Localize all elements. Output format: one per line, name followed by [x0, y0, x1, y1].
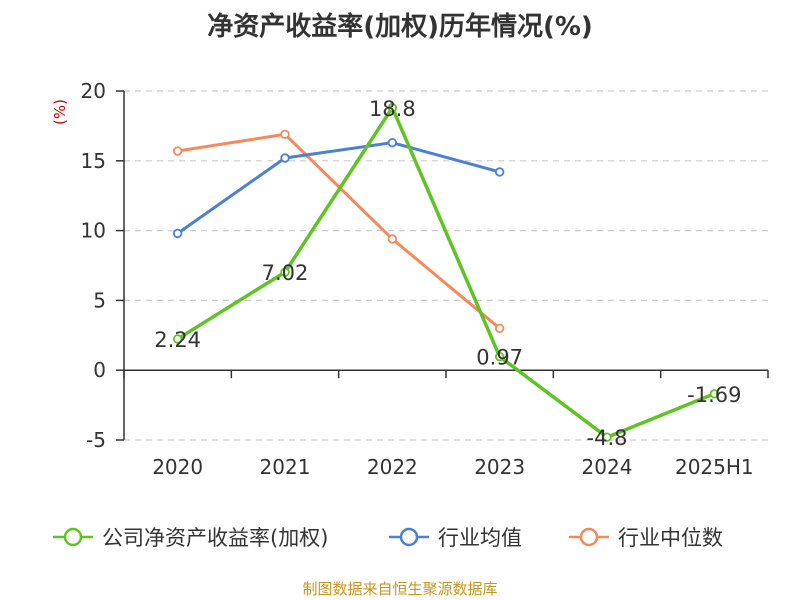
y-tick-label: -5	[86, 428, 106, 452]
data-point	[602, 432, 612, 442]
data-point	[494, 167, 505, 177]
data-point	[494, 351, 505, 362]
line-circle-icon	[569, 527, 609, 547]
data-point	[172, 228, 183, 239]
line-circle-icon	[389, 527, 429, 547]
data-point	[172, 334, 183, 344]
x-tick-label: 2024	[582, 455, 633, 479]
series-lines	[172, 103, 720, 442]
data-point	[280, 267, 290, 277]
chart-title: 净资产收益率(加权)历年情况(%)	[207, 12, 593, 42]
line-circle-icon	[53, 527, 93, 547]
data-point	[709, 389, 720, 399]
y-tick-label: 10	[81, 219, 106, 243]
legend-item-industry-median[interactable]: 行业中位数	[568, 522, 723, 552]
x-tick-label: 2025H1	[675, 455, 754, 479]
legend-item-industry-mean[interactable]: 行业均值	[388, 522, 522, 552]
series-line-0	[176, 106, 715, 439]
legend-item-company-roe[interactable]: 公司净资产收益率(加权)	[52, 522, 328, 552]
legend-label: 公司净资产收益率(加权)	[102, 526, 329, 550]
source-note: 制图数据来自恒生聚源数据库	[302, 580, 498, 598]
series-line-1	[176, 141, 501, 235]
y-tick-label: 20	[81, 79, 106, 103]
data-label: 7.02	[262, 261, 309, 285]
series-line-2	[177, 132, 501, 330]
data-label: 2.24	[154, 328, 201, 352]
data-point	[387, 137, 398, 148]
x-tick-label: 2023	[474, 455, 525, 479]
data-point	[494, 323, 505, 334]
x-tick-label: 2022	[367, 455, 418, 479]
data-point	[280, 153, 290, 163]
legend-label: 行业中位数	[618, 526, 723, 550]
data-label: -4.8	[587, 426, 628, 450]
legend: 公司净资产收益率(加权) 行业均值 行业中位数	[0, 522, 800, 552]
y-tick-label: 0	[93, 358, 106, 382]
y-tick-label: 15	[81, 149, 106, 173]
legend-label: 行业均值	[438, 526, 522, 550]
x-tick-label: 2021	[260, 455, 311, 479]
data-label: -1.69	[687, 383, 741, 407]
data-labels: 2.24 7.02 18.8 0.97 -4.8 -1.69	[154, 97, 741, 450]
x-tick-label: 2020	[152, 455, 203, 479]
y-tick-label: 5	[93, 288, 106, 312]
data-label: 18.8	[369, 97, 416, 121]
data-point	[172, 146, 183, 156]
data-point	[387, 103, 398, 113]
data-point	[280, 129, 290, 139]
data-point	[387, 234, 398, 244]
data-label: 0.97	[476, 346, 523, 370]
